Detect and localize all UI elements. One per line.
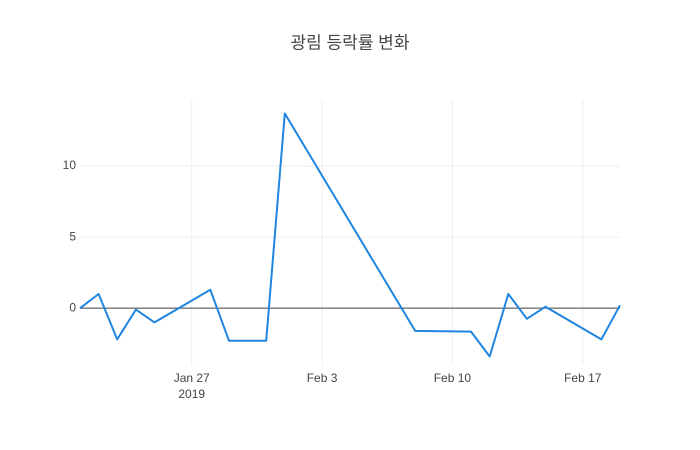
x-tick-label: Feb 3 (307, 371, 338, 385)
x-tick-label: Jan 27 (174, 371, 210, 385)
x-tick-label: Feb 10 (434, 371, 472, 385)
y-tick-label: 10 (63, 158, 77, 172)
x-tick-label: Feb 17 (564, 371, 602, 385)
chart-title: 광림 등락률 변화 (291, 33, 410, 52)
y-tick-label: 0 (69, 300, 76, 314)
x-year-label: 2019 (178, 387, 205, 401)
line-series (79, 112, 621, 358)
y-tick-label: 5 (69, 229, 76, 243)
